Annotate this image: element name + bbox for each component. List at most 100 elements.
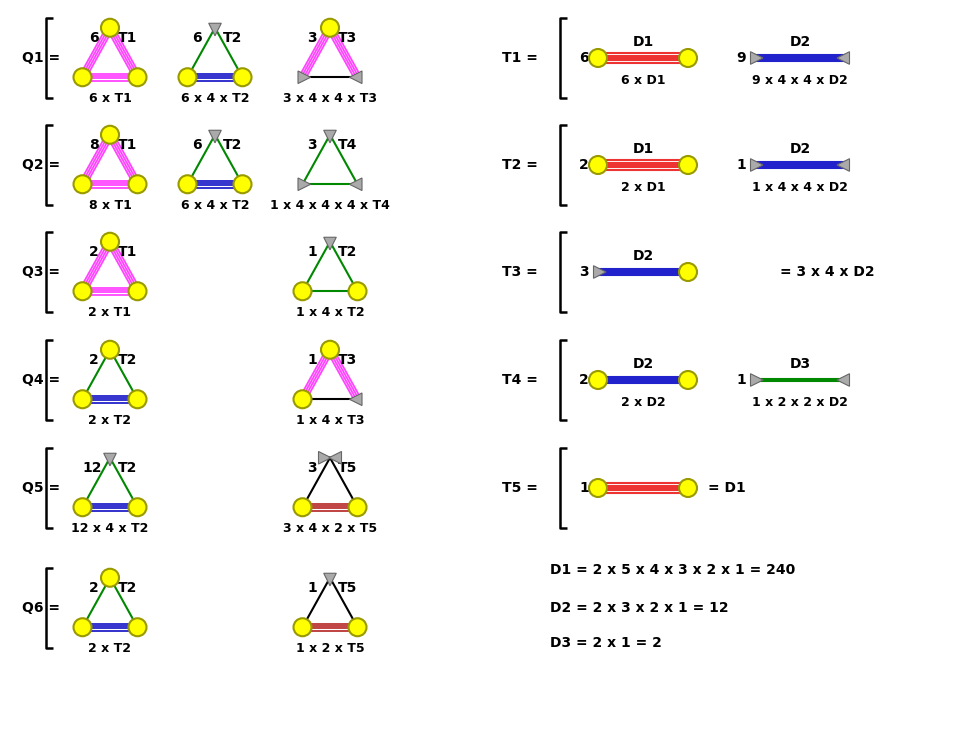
- Text: T4 =: T4 =: [502, 373, 538, 387]
- Text: T2: T2: [119, 353, 137, 367]
- Text: D3 = 2 x 1 = 2: D3 = 2 x 1 = 2: [550, 636, 662, 650]
- Circle shape: [349, 498, 367, 516]
- Circle shape: [101, 341, 119, 359]
- Text: 1: 1: [579, 481, 589, 495]
- Text: Q4 =: Q4 =: [22, 373, 60, 387]
- Text: Q3 =: Q3 =: [22, 265, 60, 279]
- Text: T4: T4: [338, 138, 358, 152]
- Circle shape: [128, 175, 146, 193]
- Circle shape: [128, 498, 146, 516]
- Polygon shape: [298, 71, 311, 84]
- Circle shape: [74, 390, 91, 408]
- Text: 1 x 4 x 4 x D2: 1 x 4 x 4 x D2: [752, 181, 848, 193]
- Polygon shape: [209, 24, 221, 36]
- Circle shape: [321, 19, 339, 37]
- Polygon shape: [209, 130, 221, 143]
- Text: 2: 2: [89, 353, 99, 367]
- Text: 3: 3: [307, 31, 317, 45]
- Circle shape: [589, 156, 607, 174]
- Text: Q6 =: Q6 =: [22, 601, 60, 615]
- Text: T2: T2: [338, 245, 358, 259]
- Text: Q1 =: Q1 =: [22, 51, 60, 65]
- Text: D1: D1: [632, 35, 654, 49]
- Circle shape: [74, 498, 91, 516]
- Text: 2: 2: [579, 158, 589, 172]
- Polygon shape: [837, 373, 850, 387]
- Circle shape: [74, 68, 91, 86]
- Polygon shape: [298, 178, 311, 190]
- Circle shape: [293, 618, 312, 637]
- Circle shape: [293, 282, 312, 301]
- Circle shape: [128, 282, 146, 301]
- Circle shape: [233, 68, 252, 86]
- Text: T2: T2: [119, 581, 137, 595]
- Text: 1 x 4 x 4 x 4 x T4: 1 x 4 x 4 x 4 x T4: [270, 198, 390, 212]
- Text: T3: T3: [338, 31, 358, 45]
- Circle shape: [679, 156, 697, 174]
- Text: 2 x D2: 2 x D2: [620, 395, 665, 409]
- Polygon shape: [323, 237, 336, 250]
- Circle shape: [128, 68, 146, 86]
- Text: 2 x T2: 2 x T2: [88, 414, 131, 426]
- Circle shape: [74, 175, 91, 193]
- Text: 12: 12: [82, 461, 102, 475]
- Text: 6 x T1: 6 x T1: [88, 91, 131, 104]
- Circle shape: [679, 263, 697, 281]
- Circle shape: [178, 175, 197, 193]
- Text: T1 =: T1 =: [502, 51, 538, 65]
- Circle shape: [589, 371, 607, 389]
- Text: D2: D2: [789, 142, 810, 156]
- Polygon shape: [751, 51, 763, 64]
- Circle shape: [178, 68, 197, 86]
- Text: 9 x 4 x 4 x D2: 9 x 4 x 4 x D2: [752, 74, 848, 87]
- Text: 2: 2: [579, 373, 589, 387]
- Text: T1: T1: [119, 31, 137, 45]
- Text: D2 = 2 x 3 x 2 x 1 = 12: D2 = 2 x 3 x 2 x 1 = 12: [550, 601, 728, 615]
- Text: T1: T1: [119, 245, 137, 259]
- Text: D2: D2: [632, 357, 654, 371]
- Circle shape: [349, 618, 367, 637]
- Text: D2: D2: [789, 35, 810, 49]
- Text: T3 =: T3 =: [502, 265, 538, 279]
- Text: 6: 6: [192, 31, 202, 45]
- Text: 2 x T2: 2 x T2: [88, 642, 131, 654]
- Circle shape: [101, 126, 119, 144]
- Circle shape: [679, 479, 697, 497]
- Circle shape: [321, 341, 339, 359]
- Text: D1 = 2 x 5 x 4 x 3 x 2 x 1 = 240: D1 = 2 x 5 x 4 x 3 x 2 x 1 = 240: [550, 563, 795, 577]
- Text: 2 x T1: 2 x T1: [88, 306, 131, 318]
- Text: 9: 9: [736, 51, 746, 65]
- Text: 6: 6: [89, 31, 99, 45]
- Text: 1 x 2 x 2 x D2: 1 x 2 x 2 x D2: [752, 395, 848, 409]
- Polygon shape: [350, 71, 362, 84]
- Circle shape: [101, 19, 119, 37]
- Text: T1: T1: [119, 138, 137, 152]
- Text: 3: 3: [579, 265, 589, 279]
- Circle shape: [679, 371, 697, 389]
- Text: Q5 =: Q5 =: [22, 481, 60, 495]
- Text: 6 x D1: 6 x D1: [620, 74, 665, 87]
- Text: 2 x D1: 2 x D1: [620, 181, 665, 193]
- Text: T5: T5: [338, 461, 358, 475]
- Text: 1: 1: [307, 581, 317, 595]
- Text: 1 x 2 x T5: 1 x 2 x T5: [296, 642, 365, 654]
- Text: 3: 3: [307, 461, 317, 475]
- Circle shape: [349, 282, 367, 301]
- Text: 8: 8: [89, 138, 99, 152]
- Circle shape: [74, 618, 91, 637]
- Circle shape: [101, 569, 119, 587]
- Text: 1: 1: [736, 373, 746, 387]
- Circle shape: [679, 49, 697, 67]
- Polygon shape: [329, 451, 341, 464]
- Polygon shape: [350, 393, 362, 406]
- Text: T2: T2: [223, 138, 243, 152]
- Text: 3: 3: [307, 138, 317, 152]
- Polygon shape: [350, 178, 362, 190]
- Text: = 3 x 4 x D2: = 3 x 4 x D2: [780, 265, 874, 279]
- Text: 12 x 4 x T2: 12 x 4 x T2: [72, 522, 149, 534]
- Circle shape: [293, 498, 312, 516]
- Text: T2 =: T2 =: [502, 158, 538, 172]
- Polygon shape: [751, 159, 763, 171]
- Text: T5 =: T5 =: [502, 481, 538, 495]
- Text: 3 x 4 x 2 x T5: 3 x 4 x 2 x T5: [283, 522, 377, 534]
